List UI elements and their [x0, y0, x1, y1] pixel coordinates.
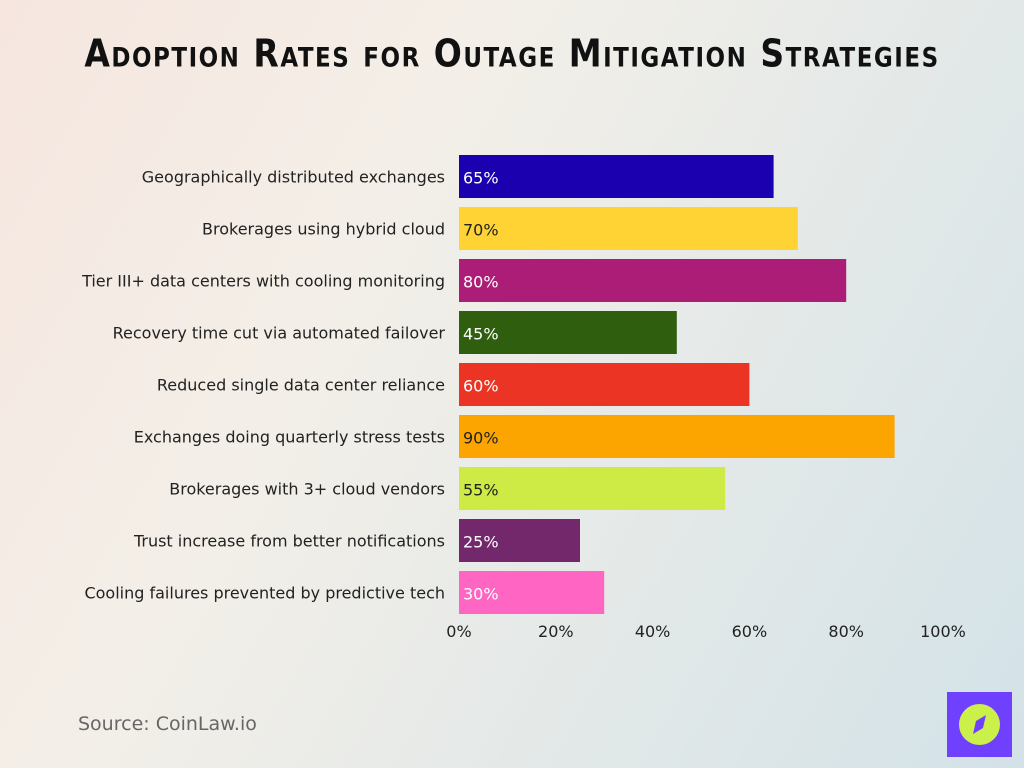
- data-label: 25%: [463, 533, 499, 552]
- x-tick-label: 100%: [920, 622, 966, 641]
- category-label: Cooling failures prevented by predictive…: [84, 584, 445, 603]
- data-label: 45%: [463, 325, 499, 344]
- data-label: 80%: [463, 273, 499, 292]
- bar: [459, 519, 580, 562]
- category-label: Trust increase from better notifications: [133, 532, 445, 551]
- bar: [459, 467, 726, 510]
- data-label: 65%: [463, 169, 499, 188]
- bar: [459, 415, 895, 458]
- category-label: Brokerages using hybrid cloud: [202, 220, 445, 239]
- data-label: 70%: [463, 221, 499, 240]
- category-label: Exchanges doing quarterly stress tests: [134, 428, 445, 447]
- data-label: 55%: [463, 481, 499, 500]
- bar: [459, 571, 605, 614]
- bar: [459, 311, 677, 354]
- data-label: 30%: [463, 585, 499, 604]
- x-tick-label: 0%: [446, 622, 471, 641]
- logo: [947, 692, 1012, 757]
- category-label: Brokerages with 3+ cloud vendors: [169, 480, 445, 499]
- category-label: Geographically distributed exchanges: [142, 168, 445, 187]
- x-tick-label: 80%: [828, 622, 864, 641]
- x-tick-label: 60%: [732, 622, 768, 641]
- category-label: Recovery time cut via automated failover: [113, 324, 446, 343]
- chart-title: Adoption Rates for Outage Mitigation Str…: [84, 31, 940, 76]
- data-label: 60%: [463, 377, 499, 396]
- x-tick-label: 40%: [635, 622, 671, 641]
- source-text: Source: CoinLaw.io: [78, 713, 257, 735]
- x-tick-label: 20%: [538, 622, 574, 641]
- category-label: Reduced single data center reliance: [157, 376, 445, 395]
- data-label: 90%: [463, 429, 499, 448]
- compass-icon: [959, 704, 1000, 745]
- bar: [459, 207, 798, 250]
- bar: [459, 155, 774, 198]
- bar: [459, 259, 847, 302]
- bar: [459, 363, 750, 406]
- category-label: Tier III+ data centers with cooling moni…: [81, 272, 445, 291]
